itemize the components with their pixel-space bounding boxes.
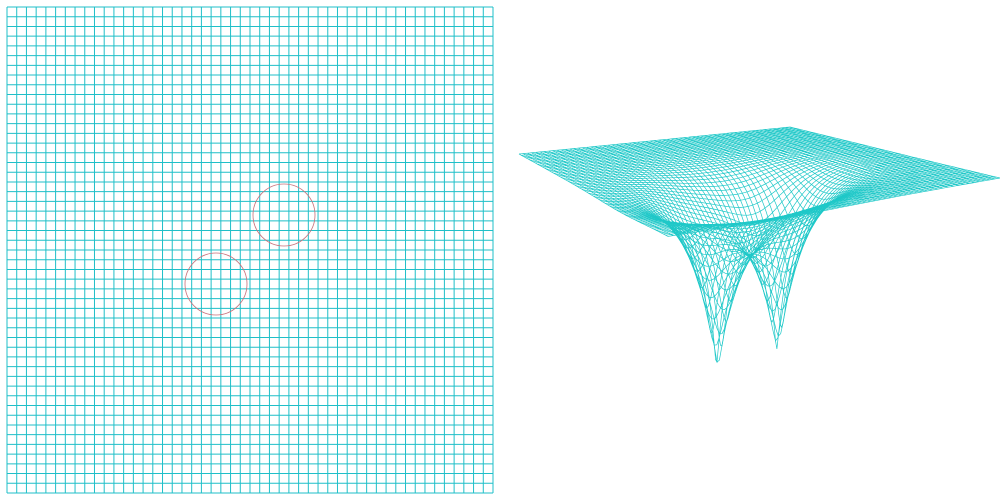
mesh-line	[743, 131, 944, 189]
mesh-line	[665, 176, 997, 236]
mesh-line	[663, 176, 994, 235]
circle	[184, 252, 248, 316]
wireframe-surface	[518, 126, 1000, 364]
mesh-line	[747, 130, 949, 188]
flat-grid	[6, 6, 494, 494]
mesh-line	[653, 172, 981, 230]
mesh-line	[667, 177, 1000, 237]
mesh-line	[768, 128, 975, 183]
mesh-line	[595, 153, 899, 237]
mesh-line	[764, 129, 969, 184]
mesh-line	[730, 132, 928, 192]
mesh-line	[789, 126, 1000, 179]
mesh-line	[605, 156, 912, 312]
mesh-line	[781, 127, 990, 181]
mesh-line	[609, 157, 919, 337]
mesh-line	[722, 133, 918, 194]
mesh-line	[598, 153, 902, 250]
mesh-line	[602, 155, 909, 287]
mesh-line	[773, 128, 980, 183]
mesh-line	[628, 164, 945, 310]
mesh-line	[760, 129, 964, 185]
mesh-line	[756, 130, 959, 186]
mesh-line	[734, 132, 933, 191]
mesh-line	[675, 138, 860, 299]
circle	[252, 183, 316, 247]
mesh-line	[658, 174, 987, 232]
mesh-line	[777, 127, 985, 182]
mesh-line	[623, 162, 938, 363]
mesh-line	[717, 133, 912, 195]
mesh-line	[621, 161, 935, 346]
mesh-line	[751, 130, 954, 187]
mesh-line	[633, 165, 951, 275]
mesh-line	[739, 131, 938, 190]
mesh-line	[785, 127, 995, 180]
mesh-line	[660, 175, 991, 234]
mesh-line	[656, 173, 984, 231]
mesh-line	[726, 132, 923, 193]
mesh-line	[607, 157, 915, 342]
